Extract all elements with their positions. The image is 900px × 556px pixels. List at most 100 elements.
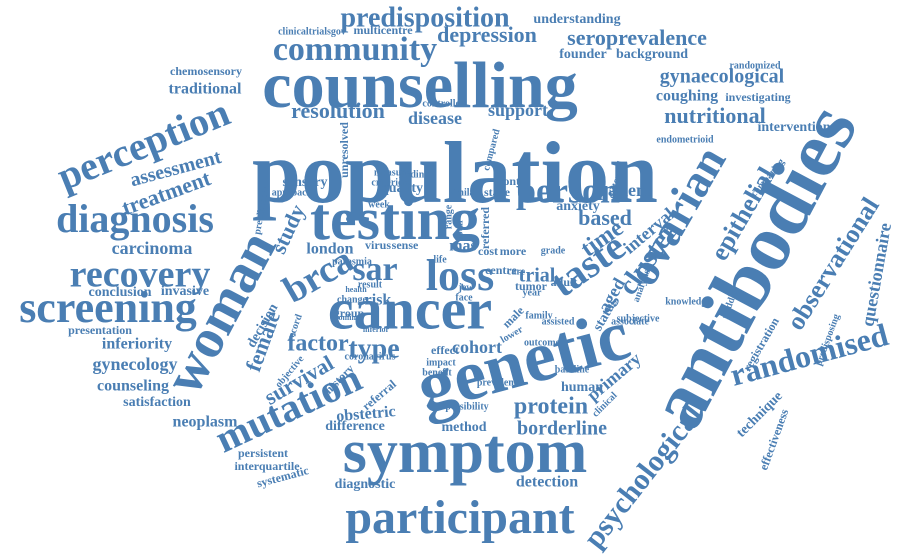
word-cancer: cancer [328, 276, 492, 341]
word-testing: testing [310, 186, 480, 252]
word-recovery: recovery [70, 254, 211, 296]
word-founder: founder [559, 47, 606, 62]
word-community: community [273, 31, 437, 68]
word-subjective: subjective [617, 313, 660, 324]
word-factor: factor [287, 331, 349, 357]
word-knowledge: knowledge [665, 296, 711, 307]
word-clinicaltrialsgov: clinicaltrialsgov [278, 26, 346, 37]
word-centre: centre [485, 263, 517, 277]
word-controlled: controlled [422, 98, 466, 109]
word-benefit: benefit [422, 367, 452, 378]
word-intervention: intervention [757, 120, 830, 135]
word-virus: virus [365, 238, 391, 252]
word-baseline: baseline [555, 364, 590, 375]
word-patient: patient [598, 180, 652, 200]
word-family: family [525, 310, 552, 321]
word-london: london [306, 241, 353, 258]
word-difference: difference [325, 419, 385, 434]
word-life: life [433, 254, 447, 265]
word-assisted: assisted [542, 316, 575, 327]
word-data: data [455, 232, 474, 243]
word-randomized: randomized [729, 60, 781, 71]
word-conclusion: conclusion [88, 285, 151, 300]
word-health: health [345, 285, 367, 294]
word-understanding: understanding [533, 12, 620, 27]
word-method: method [441, 420, 486, 435]
word-counseling: counseling [97, 378, 169, 395]
word-gynaecological: gynaecological [660, 66, 785, 88]
word-risk: risk [365, 292, 392, 309]
word-sensory: sensory [282, 175, 327, 190]
word-depression: depression [437, 22, 537, 47]
word-based: based [578, 205, 632, 230]
word-adult: adult [551, 275, 578, 289]
word-change: change [337, 294, 368, 305]
word-impact: impact [426, 357, 456, 368]
word-gynecology: gynecology [93, 354, 178, 374]
word-face: face [455, 292, 473, 303]
word-similar: similar [449, 187, 480, 198]
word-chemosensory: chemosensory [170, 64, 242, 78]
word-population: population [252, 125, 658, 222]
word-investigating: investigating [725, 90, 790, 104]
word-parosmia: parosmia [332, 256, 372, 267]
word-borderline: borderline [517, 418, 607, 440]
word-detection: detection [516, 474, 578, 491]
word-support: support [488, 100, 548, 120]
word-result: result [358, 279, 383, 290]
word-total: total [454, 220, 465, 240]
word-inferiority: inferiority [102, 336, 172, 353]
word-satisfaction: satisfaction [123, 395, 191, 410]
word-criterion: criterion [371, 177, 409, 188]
word-obstetric: obstetric [336, 403, 397, 425]
word-counselling: counselling [262, 49, 577, 122]
word-stage: stage [484, 185, 511, 199]
word-nutritional: nutritional [664, 103, 765, 128]
word-background: background [616, 47, 688, 62]
word-range: range [443, 204, 454, 229]
word-invasive: invasive [161, 284, 209, 299]
word-approach: approach [272, 187, 313, 198]
word-seroprevalence: seroprevalence [567, 25, 707, 50]
word-month: month [493, 174, 527, 188]
word-quality: quality [381, 181, 423, 196]
word-sense: sense [392, 238, 419, 252]
word-interquartile: interquartile [234, 459, 300, 473]
word-tumor: tumor [515, 279, 548, 293]
word-finding: finding [399, 169, 430, 180]
word-predisposition: predisposition [340, 2, 510, 33]
word-care: care [507, 266, 526, 277]
word-cost: cost [478, 244, 498, 258]
word-anxiety: anxiety [556, 199, 600, 214]
word-persistent: persistent [238, 446, 288, 460]
word-multicentre: multicentre [353, 23, 413, 37]
word-week: week [368, 199, 390, 210]
word-referred: referred [478, 207, 492, 250]
word-carcinoma: carcinoma [112, 238, 193, 258]
word-grade: grade [541, 245, 566, 256]
word-endometrioid: endometrioid [656, 134, 714, 145]
word-jew: jew [458, 282, 475, 293]
word-group: group [334, 306, 365, 320]
word-more: more [500, 244, 527, 258]
word-associate: associate [611, 316, 649, 327]
word-online: online [339, 313, 360, 322]
word-inferior: inferior [363, 325, 390, 334]
word-cohort: cohort [452, 337, 502, 357]
word-symptom: symptom [343, 418, 588, 486]
word-year: year [523, 287, 542, 298]
word-disease: disease [408, 108, 462, 128]
word-effect: effect [431, 343, 459, 357]
word-screening: screening [19, 283, 197, 332]
word-resolution: resolution [291, 98, 385, 123]
word-human: human [561, 380, 603, 395]
word-mas: mas [449, 238, 477, 255]
word-possibility: possibility [445, 401, 488, 412]
word-type: type [348, 333, 399, 364]
word-protein: protein [514, 394, 588, 420]
word-unresolved: unresolved [337, 122, 351, 178]
word-presentation: presentation [68, 323, 132, 337]
word-measure: measure [374, 167, 410, 178]
word-coughing: coughing [656, 88, 718, 105]
word-participant: participant [345, 491, 574, 544]
